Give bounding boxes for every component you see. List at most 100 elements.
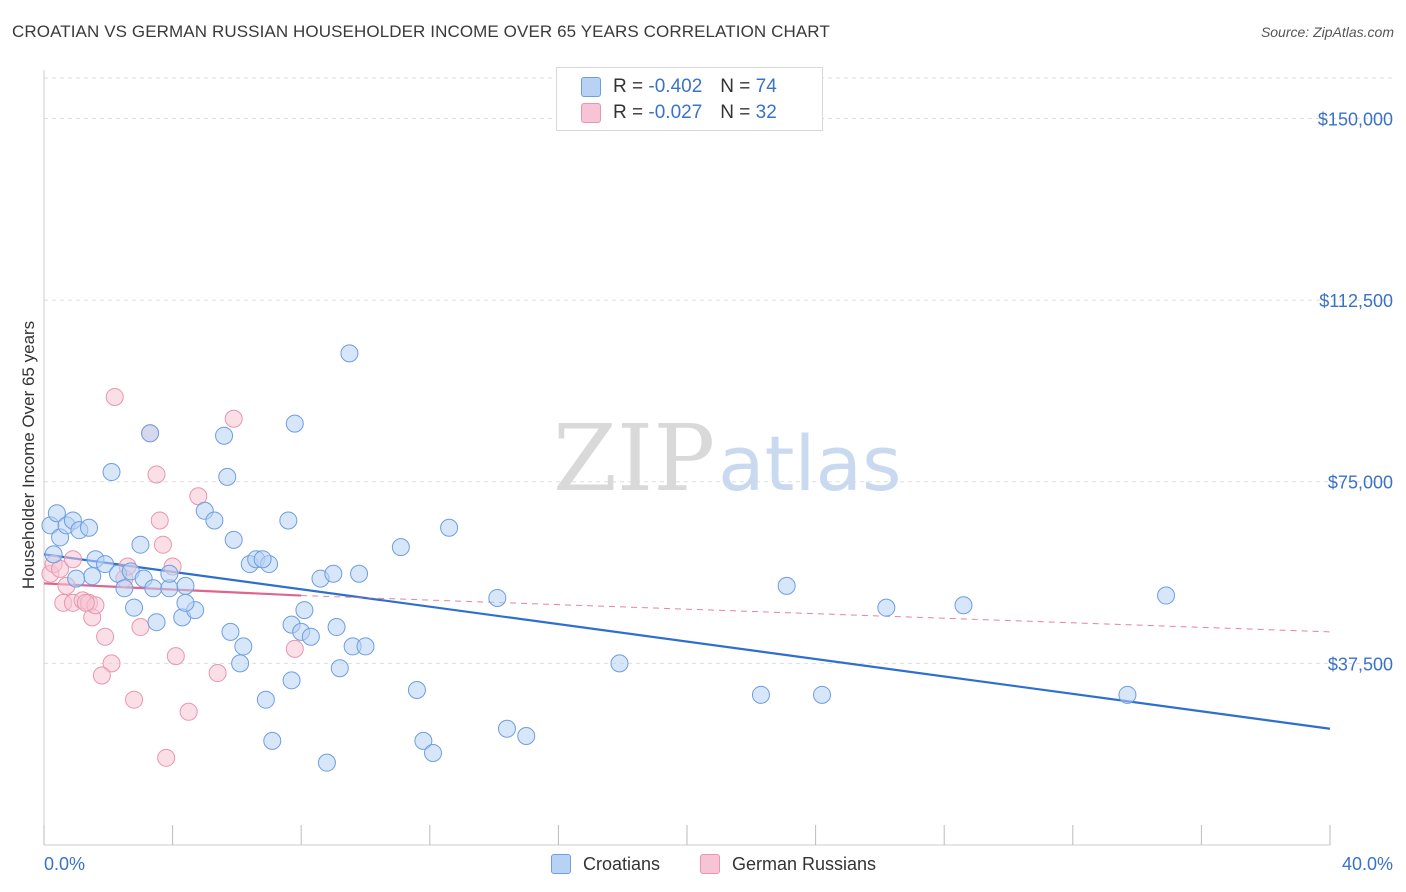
- croatians-point: [301, 627, 320, 646]
- german-russians-point: [131, 618, 150, 637]
- german-russians-point: [224, 409, 243, 428]
- german-russians-point: [150, 511, 169, 530]
- axes: [43, 70, 1331, 846]
- croatians-point: [125, 598, 144, 617]
- legend-n-label: N =: [720, 102, 751, 123]
- croatians-point: [407, 681, 426, 699]
- german-russians-point: [92, 666, 111, 685]
- croatians-point: [317, 753, 336, 772]
- croatians-point: [215, 426, 234, 445]
- croatians-point: [324, 564, 343, 583]
- croatians-point: [160, 564, 179, 583]
- legend-r-value: -0.402: [648, 76, 703, 97]
- croatians-point: [224, 530, 243, 549]
- legend-r-value: -0.027: [648, 102, 703, 123]
- watermark-atlas: atlas: [718, 419, 902, 508]
- german-russians-swatch: [700, 854, 720, 874]
- watermark-zip: ZIP: [553, 405, 715, 512]
- watermark: ZIP atlas: [553, 405, 902, 512]
- croatians-point: [440, 518, 459, 537]
- series-legend-german-russians[interactable]: German Russians: [700, 852, 876, 876]
- croatians-point: [256, 690, 275, 709]
- croatians-point: [131, 535, 150, 554]
- croatians-trend-line: [43, 553, 1331, 730]
- croatians-point: [954, 596, 973, 615]
- series-legend-label: Croatians: [583, 853, 661, 874]
- y-tick-label: $75,000: [1328, 473, 1393, 493]
- y-tick-label: $112,500: [1319, 291, 1393, 311]
- croatians-point: [67, 569, 86, 588]
- croatians-point: [279, 511, 298, 530]
- croatians-point: [1157, 586, 1176, 605]
- croatians-swatch: [551, 854, 571, 874]
- legend-row-croatians: R = -0.402 N = 74: [581, 75, 777, 99]
- croatians-point: [96, 555, 115, 574]
- gridlines: [44, 77, 1392, 664]
- croatians-point: [102, 463, 121, 482]
- croatians-point: [488, 588, 507, 607]
- legend-r-label: R =: [613, 102, 644, 123]
- legend-n-value: 74: [755, 76, 777, 97]
- croatians-point: [147, 613, 166, 632]
- croatians-point: [263, 731, 282, 750]
- croatians-point: [144, 579, 163, 598]
- legend-n-label: N =: [720, 76, 751, 97]
- croatians-point: [253, 550, 272, 569]
- croatians-point: [141, 424, 160, 443]
- croatians-point: [350, 564, 369, 583]
- croatians-point: [327, 618, 346, 637]
- german-russians-trend-line-extended: [301, 595, 1331, 633]
- croatians-point: [391, 538, 410, 557]
- croatians-point: [47, 504, 66, 523]
- tick-labels: $37,500 $75,000 $112,500 $150,000 0.0% 40.0%: [44, 109, 1393, 874]
- y-tick-label: $37,500: [1328, 654, 1393, 674]
- german-russians-point: [63, 550, 82, 569]
- legend-row-german-russians: R = -0.027 N = 32: [581, 101, 777, 125]
- croatians-point: [517, 727, 536, 746]
- german-russians-swatch: [581, 103, 601, 123]
- croatians-point: [414, 731, 433, 750]
- legend-r-label: R =: [613, 76, 644, 97]
- german-russians-point: [153, 535, 172, 554]
- data-points: [41, 344, 1176, 772]
- x-tick-label: 40.0%: [1342, 854, 1393, 874]
- german-russians-point: [147, 465, 166, 484]
- correlation-legend: R = -0.402 N = 74 R = -0.027 N = 32: [556, 67, 823, 131]
- croatians-point: [813, 685, 832, 704]
- chart-title: CROATIAN VS GERMAN RUSSIAN HOUSEHOLDER I…: [12, 22, 830, 41]
- croatians-point: [285, 414, 304, 433]
- croatians-point: [83, 567, 102, 586]
- croatians-point: [330, 659, 349, 678]
- croatians-point: [340, 344, 359, 363]
- croatians-point: [282, 671, 301, 690]
- croatians-point: [176, 576, 195, 595]
- croatians-point: [356, 637, 375, 656]
- german-russians-point: [96, 627, 115, 646]
- croatians-point: [610, 654, 629, 673]
- german-russians-point: [285, 639, 304, 658]
- croatians-point: [751, 685, 770, 704]
- croatians-point: [80, 518, 99, 537]
- german-russians-point: [76, 593, 95, 612]
- croatians-point: [205, 511, 224, 530]
- german-russians-point: [157, 748, 176, 767]
- croatians-point: [777, 576, 796, 595]
- source-label: Source: ZipAtlas.com: [1260, 24, 1394, 40]
- croatians-point: [115, 579, 134, 598]
- german-russians-point: [208, 664, 227, 683]
- croatians-point: [877, 598, 896, 617]
- croatians-swatch: [581, 77, 601, 97]
- german-russians-point: [102, 654, 121, 673]
- x-tick-label: 0.0%: [44, 854, 85, 874]
- series-legend-croatians[interactable]: Croatians: [551, 852, 660, 876]
- croatians-point: [231, 654, 250, 673]
- german-russians-point: [125, 690, 144, 709]
- croatians-point: [218, 467, 237, 486]
- croatians-point: [176, 593, 195, 612]
- y-tick-label: $150,000: [1318, 109, 1393, 129]
- german-russians-point: [105, 387, 124, 406]
- croatians-point: [44, 545, 63, 564]
- croatians-point: [1118, 685, 1137, 704]
- legend-n-value: 32: [755, 102, 777, 123]
